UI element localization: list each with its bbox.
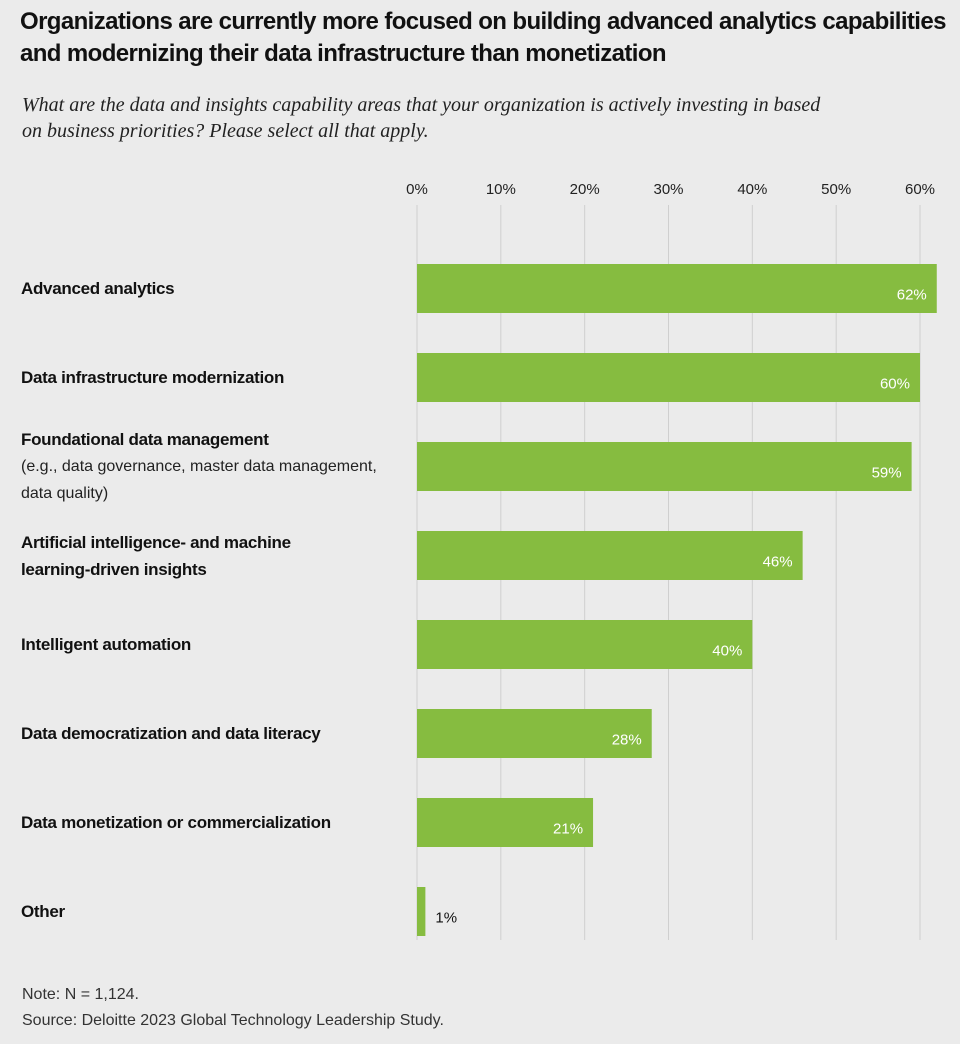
bar [417,442,912,491]
value-label: 46% [763,554,793,571]
category-name: Foundational data management [21,430,269,449]
bar [417,620,753,669]
note: Note: N = 1,124. [22,986,139,1003]
bar [417,353,920,402]
bar [417,887,426,936]
category-label: Other [21,867,411,956]
category-label: Intelligent automation [21,600,411,689]
value-label: 60% [880,376,910,393]
category-name: Data monetization or commercialization [21,813,331,832]
category-name: Data democratization and data literacy [21,724,321,743]
x-tick-label: 30% [653,181,683,198]
source: Source: Deloitte 2023 Global Technology … [22,1012,444,1029]
category-label: Data infrastructure modernization [21,333,411,422]
category-label: Foundational data management (e.g., data … [21,422,411,511]
category-label: Artificial intelligence- and machine lea… [21,511,411,600]
x-tick-label: 20% [570,181,600,198]
category-label: Data monetization or commercialization [21,778,411,867]
x-tick-label: 60% [905,181,935,198]
x-tick-label: 40% [737,181,767,198]
category-name: Artificial intelligence- and machine lea… [21,532,291,579]
value-label: 62% [897,287,927,304]
category-name: Advanced analytics [21,279,175,298]
value-label: 28% [612,732,642,749]
category-label: Data democratization and data literacy [21,689,411,778]
chart-subtitle: What are the data and insights capabilit… [22,94,821,142]
chart-title: Organizations are currently more focused… [20,8,946,67]
x-tick-label: 50% [821,181,851,198]
category-label: Advanced analytics [21,244,411,333]
x-tick-label: 10% [486,181,516,198]
value-label: 21% [553,821,583,838]
bar [417,264,937,313]
bar [417,709,652,758]
value-label: 40% [712,643,742,660]
value-label: 1% [435,910,457,927]
category-detail: (e.g., data governance, master data mana… [21,458,377,502]
value-label: 59% [872,465,902,482]
category-name: Intelligent automation [21,635,192,654]
x-tick-label: 0% [406,181,428,198]
category-name: Data infrastructure modernization [21,368,285,387]
category-name: Other [21,902,65,921]
bar [417,798,594,847]
bar [417,531,803,580]
